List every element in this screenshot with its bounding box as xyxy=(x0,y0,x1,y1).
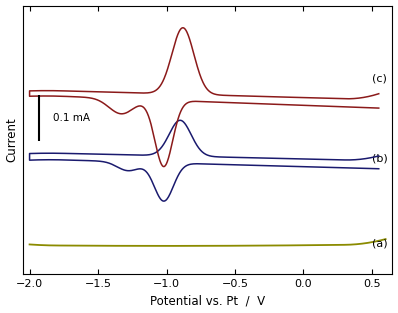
Text: (c): (c) xyxy=(372,74,387,84)
X-axis label: Potential vs. Pt  /  V: Potential vs. Pt / V xyxy=(150,295,265,307)
Text: (a): (a) xyxy=(372,238,388,248)
Text: (b): (b) xyxy=(372,154,388,164)
Text: 0.1 mA: 0.1 mA xyxy=(53,113,90,123)
Y-axis label: Current: Current xyxy=(6,117,19,162)
